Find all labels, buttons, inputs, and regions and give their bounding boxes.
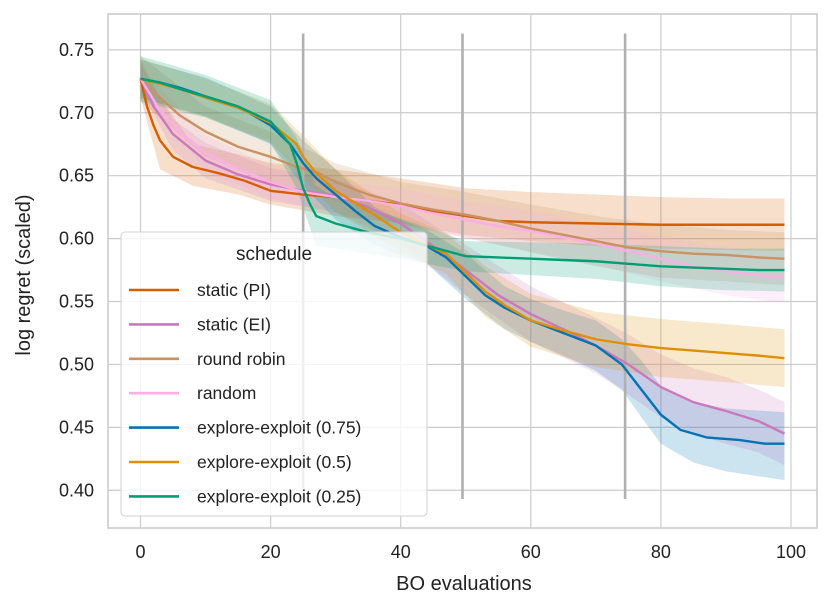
y-tick-label: 0.40: [59, 480, 94, 500]
x-tick-labels: 0 20 40 60 80 100: [136, 542, 806, 562]
y-axis-label: log regret (scaled): [13, 194, 35, 355]
legend-title: schedule: [236, 244, 312, 265]
x-tick-label: 100: [776, 542, 806, 562]
y-tick-label: 0.45: [59, 417, 94, 437]
band-random: [140, 66, 785, 303]
legend-label: explore-exploit (0.75): [197, 418, 361, 438]
x-tick-label: 80: [651, 542, 671, 562]
y-tick-label: 0.65: [59, 166, 94, 186]
legend: schedule static (PI) static (EI) round rob…: [120, 231, 428, 517]
plot-frame: [107, 13, 818, 529]
x-tick-label: 0: [136, 542, 146, 562]
band-explore-exploit-0-5-: [140, 58, 785, 388]
legend-label: explore-exploit (0.25): [197, 486, 361, 506]
y-tick-label: 0.50: [59, 354, 94, 374]
legend-label: random: [197, 383, 256, 403]
legend-label: round robin: [197, 349, 286, 369]
x-axis-label: BO evaluations: [396, 573, 532, 595]
series-line-random: [139, 78, 785, 279]
y-tick-labels: 0.40 0.45 0.50 0.55 0.60 0.65 0.70 0.75: [59, 40, 94, 500]
y-tick-label: 0.75: [59, 40, 94, 60]
legend-label: static (PI): [197, 280, 271, 300]
band-round-robin: [140, 56, 785, 286]
band-static-pi-: [140, 59, 785, 252]
y-tick-label: 0.70: [59, 103, 94, 123]
y-tick-label: 0.60: [59, 229, 94, 249]
series-line-round-robin: [139, 77, 785, 260]
legend-items: static (PI) static (EI) round robin random e…: [129, 280, 361, 506]
legend-box: [120, 231, 428, 517]
legend-label: static (EI): [197, 314, 271, 334]
y-tick-label: 0.55: [59, 292, 94, 312]
x-tick-label: 40: [391, 542, 411, 562]
x-tick-label: 60: [521, 542, 541, 562]
legend-label: explore-exploit (0.5): [197, 452, 352, 472]
x-tick-label: 20: [261, 542, 281, 562]
series-lines: [139, 77, 785, 445]
